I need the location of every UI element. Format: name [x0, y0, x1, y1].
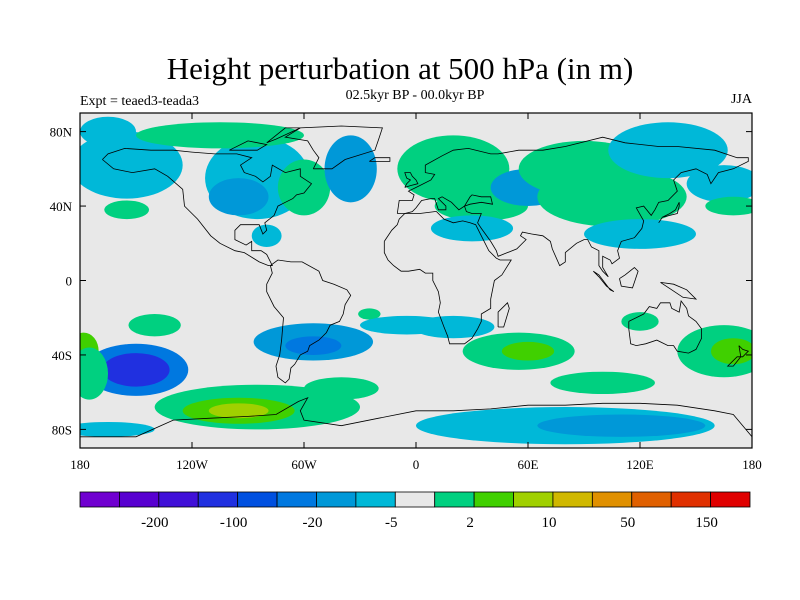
coastline	[369, 157, 391, 162]
lon-tick-label: 180	[742, 457, 762, 472]
anomaly-region	[686, 165, 752, 203]
anomaly-region	[277, 159, 331, 216]
anomaly-region	[608, 122, 728, 179]
colorbar: -200 -100 -20 -5 2 10 50 150	[79, 491, 751, 531]
anomaly-region	[550, 371, 655, 395]
anomaly-region	[208, 178, 269, 216]
anomaly-region	[80, 116, 136, 147]
anomaly-region	[136, 122, 304, 149]
season-label: JJA	[730, 92, 752, 107]
coastline	[628, 300, 702, 354]
coastline	[593, 270, 615, 293]
colorbar-swatch	[394, 491, 436, 508]
coastline	[658, 202, 680, 224]
anomaly-region	[128, 314, 181, 337]
colorbar-swatch	[710, 491, 751, 508]
anomaly-region	[80, 347, 108, 400]
colorbar-swatch	[119, 491, 160, 508]
anomaly-region	[430, 215, 514, 242]
colorbar-label: 10	[541, 515, 556, 531]
lon-tick-label: 120E	[626, 457, 654, 472]
anomaly-region	[621, 312, 659, 331]
colorbar-label: 2	[466, 515, 474, 531]
chart-title: Height perturbation at 500 hPa (in m)	[166, 51, 634, 86]
anomaly-region	[324, 135, 377, 203]
lat-tick-label: 40N	[50, 199, 73, 214]
anomaly-region	[397, 135, 510, 203]
coastline	[396, 136, 749, 278]
colorbar-swatch	[276, 491, 317, 508]
anomaly-region	[104, 200, 150, 220]
colorbar-swatch	[473, 491, 514, 508]
anomaly-region	[80, 131, 183, 199]
lat-tick-label: 40S	[52, 348, 72, 363]
colorbar-swatch	[237, 491, 278, 508]
colorbar-swatch	[591, 491, 633, 508]
colorbar-label: 150	[695, 515, 718, 531]
colorbar-swatch	[158, 491, 199, 508]
coastline	[660, 282, 698, 300]
coastline	[80, 397, 752, 438]
coastline	[726, 345, 750, 367]
colorbar-swatch	[355, 491, 396, 508]
anomaly-region	[304, 377, 379, 400]
lon-tick-label: 0	[413, 457, 420, 472]
coastline	[266, 259, 352, 384]
anomaly-region	[501, 341, 555, 361]
anomaly-region	[537, 414, 706, 437]
colorbar-swatch	[197, 491, 239, 508]
anomaly-region	[705, 196, 752, 216]
anomaly-region	[358, 308, 381, 320]
colorbar-swatch	[631, 491, 672, 508]
colorbar-swatch	[434, 491, 475, 508]
colorbar-swatch	[513, 491, 554, 508]
anomaly-region	[251, 224, 282, 247]
anomaly-region	[710, 338, 752, 365]
anomaly-region	[208, 403, 269, 419]
colorbar-label: -5	[385, 515, 398, 531]
colorbar-label: -200	[141, 515, 169, 531]
axis-ticks: 80N 40N 0 40S 80S 180 120W 60W 0 60E 120E 180	[50, 113, 762, 472]
lat-tick-label: 80N	[50, 125, 73, 140]
anomaly-region	[80, 421, 155, 437]
colorbar-label: -100	[220, 515, 248, 531]
anomaly-region	[584, 219, 696, 249]
colorbar-label: -20	[302, 515, 322, 531]
coastlines	[80, 125, 752, 438]
colorbar-label: 50	[620, 515, 635, 531]
coastline	[497, 302, 510, 328]
coastline	[619, 266, 639, 289]
coastline	[229, 140, 268, 151]
lon-tick-label: 180	[70, 457, 90, 472]
anomaly-region	[360, 315, 454, 335]
coastline	[266, 127, 301, 144]
lat-tick-label: 0	[66, 274, 73, 289]
anomaly-region	[102, 353, 170, 387]
coastline	[383, 211, 512, 345]
colorbar-swatch	[670, 491, 711, 508]
lon-tick-label: 120W	[176, 457, 209, 472]
colorbar-swatch	[79, 491, 120, 508]
lat-tick-label: 80S	[52, 422, 72, 437]
lon-tick-label: 60E	[518, 457, 539, 472]
coastline	[284, 125, 383, 170]
colorbar-swatch	[552, 491, 593, 508]
colorbar-swatch	[316, 491, 357, 508]
coastline	[102, 147, 313, 267]
chart-subtitle: 02.5kyr BP - 00.0kyr BP	[345, 88, 485, 103]
height-field	[80, 116, 752, 445]
lon-tick-label: 60W	[291, 457, 317, 472]
coastline	[404, 172, 419, 188]
anomaly-region	[285, 336, 342, 355]
experiment-label: Expt = teaed3-teada3	[80, 94, 200, 109]
